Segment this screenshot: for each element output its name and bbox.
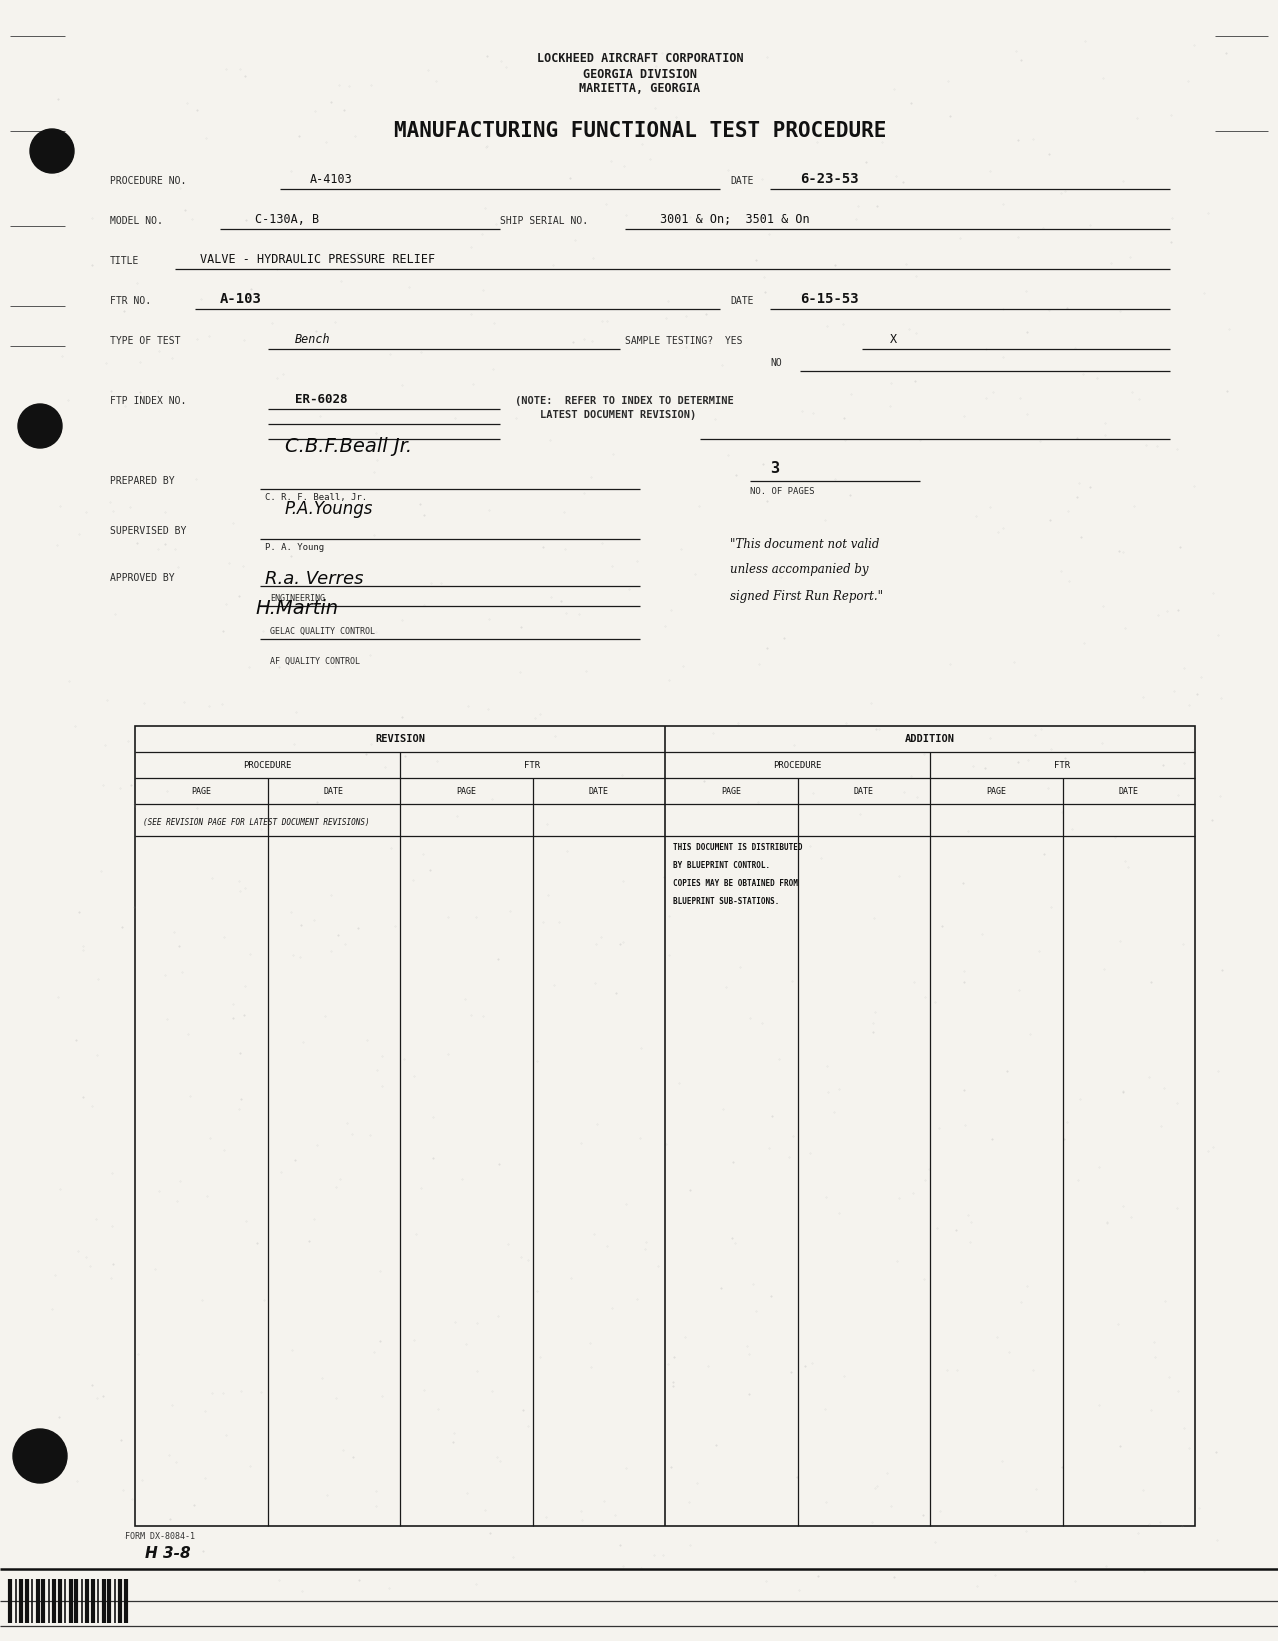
- Text: FTR: FTR: [524, 760, 541, 770]
- Text: SHIP SERIAL NO.: SHIP SERIAL NO.: [500, 217, 588, 226]
- Bar: [135, 725, 1195, 1526]
- Text: PREPARED BY: PREPARED BY: [110, 476, 175, 486]
- Text: BY BLUEPRINT CONTROL.: BY BLUEPRINT CONTROL.: [674, 862, 771, 870]
- Text: H.Martin: H.Martin: [256, 599, 339, 619]
- Text: 6-15-53: 6-15-53: [800, 292, 859, 305]
- Text: A-103: A-103: [220, 292, 262, 305]
- Text: REVISION: REVISION: [374, 734, 426, 743]
- Text: MODEL NO.: MODEL NO.: [110, 217, 162, 226]
- Text: GEORGIA DIVISION: GEORGIA DIVISION: [583, 67, 697, 80]
- Circle shape: [18, 404, 63, 448]
- Text: DATE: DATE: [730, 295, 754, 305]
- Text: VALVE - HYDRAULIC PRESSURE RELIEF: VALVE - HYDRAULIC PRESSURE RELIEF: [199, 253, 435, 266]
- Text: H 3-8: H 3-8: [144, 1546, 190, 1561]
- Text: MANUFACTURING FUNCTIONAL TEST PROCEDURE: MANUFACTURING FUNCTIONAL TEST PROCEDURE: [394, 121, 886, 141]
- Text: AF QUALITY CONTROL: AF QUALITY CONTROL: [270, 656, 360, 666]
- Text: GELAC QUALITY CONTROL: GELAC QUALITY CONTROL: [270, 627, 374, 637]
- Circle shape: [13, 1429, 66, 1483]
- Text: PAGE: PAGE: [987, 786, 1006, 796]
- Text: unless accompanied by: unless accompanied by: [730, 563, 869, 576]
- Text: LOCKHEED AIRCRAFT CORPORATION: LOCKHEED AIRCRAFT CORPORATION: [537, 53, 744, 66]
- Text: FORM DX-8084-1: FORM DX-8084-1: [125, 1533, 196, 1541]
- Text: Bench: Bench: [295, 333, 331, 346]
- Text: 6-23-53: 6-23-53: [800, 172, 859, 185]
- Text: (NOTE:  REFER TO INDEX TO DETERMINE: (NOTE: REFER TO INDEX TO DETERMINE: [515, 395, 734, 405]
- Text: NO: NO: [771, 358, 782, 368]
- Text: A-4103: A-4103: [311, 172, 353, 185]
- Text: DATE: DATE: [730, 176, 754, 185]
- Text: DATE: DATE: [589, 786, 608, 796]
- Circle shape: [29, 130, 74, 172]
- Text: (SEE REVISION PAGE FOR LATEST DOCUMENT REVISIONS): (SEE REVISION PAGE FOR LATEST DOCUMENT R…: [143, 817, 369, 827]
- Text: PROCEDURE: PROCEDURE: [773, 760, 822, 770]
- Text: "This document not valid: "This document not valid: [730, 538, 879, 551]
- Text: MARIETTA, GEORGIA: MARIETTA, GEORGIA: [579, 82, 700, 95]
- Text: ENGINEERING: ENGINEERING: [270, 594, 325, 602]
- Text: C. R. F. Beall, Jr.: C. R. F. Beall, Jr.: [265, 492, 367, 502]
- Text: FTP INDEX NO.: FTP INDEX NO.: [110, 395, 187, 405]
- Text: P. A. Young: P. A. Young: [265, 543, 325, 551]
- Text: PROCEDURE: PROCEDURE: [243, 760, 291, 770]
- Text: PAGE: PAGE: [456, 786, 477, 796]
- Text: FTR: FTR: [1054, 760, 1071, 770]
- Text: C-130A, B: C-130A, B: [256, 213, 320, 226]
- Text: SAMPLE TESTING?  YES: SAMPLE TESTING? YES: [625, 336, 743, 346]
- Text: R.a. Verres: R.a. Verres: [265, 569, 363, 587]
- Text: signed First Run Report.": signed First Run Report.": [730, 591, 883, 602]
- Text: TITLE: TITLE: [110, 256, 139, 266]
- Text: LATEST DOCUMENT REVISION): LATEST DOCUMENT REVISION): [515, 410, 697, 420]
- Text: PAGE: PAGE: [721, 786, 741, 796]
- Text: C.B.F.Beall Jr.: C.B.F.Beall Jr.: [285, 437, 412, 456]
- Text: BLUEPRINT SUB-STATIONS.: BLUEPRINT SUB-STATIONS.: [674, 898, 780, 906]
- Text: SUPERVISED BY: SUPERVISED BY: [110, 527, 187, 537]
- Text: P.A.Youngs: P.A.Youngs: [285, 501, 373, 519]
- Text: TYPE OF TEST: TYPE OF TEST: [110, 336, 180, 346]
- Text: DATE: DATE: [854, 786, 874, 796]
- Text: PROCEDURE NO.: PROCEDURE NO.: [110, 176, 187, 185]
- Text: 3: 3: [771, 461, 780, 476]
- Text: DATE: DATE: [1118, 786, 1139, 796]
- Text: NO. OF PAGES: NO. OF PAGES: [750, 487, 814, 496]
- Text: ER-6028: ER-6028: [295, 392, 348, 405]
- Text: X: X: [889, 333, 897, 346]
- Text: ADDITION: ADDITION: [905, 734, 955, 743]
- Text: COPIES MAY BE OBTAINED FROM: COPIES MAY BE OBTAINED FROM: [674, 880, 797, 888]
- Text: DATE: DATE: [323, 786, 344, 796]
- Text: APPROVED BY: APPROVED BY: [110, 573, 175, 583]
- Text: THIS DOCUMENT IS DISTRIBUTED: THIS DOCUMENT IS DISTRIBUTED: [674, 843, 803, 853]
- Text: PAGE: PAGE: [192, 786, 211, 796]
- Text: 3001 & On;  3501 & On: 3001 & On; 3501 & On: [659, 213, 810, 226]
- Text: FTR NO.: FTR NO.: [110, 295, 151, 305]
